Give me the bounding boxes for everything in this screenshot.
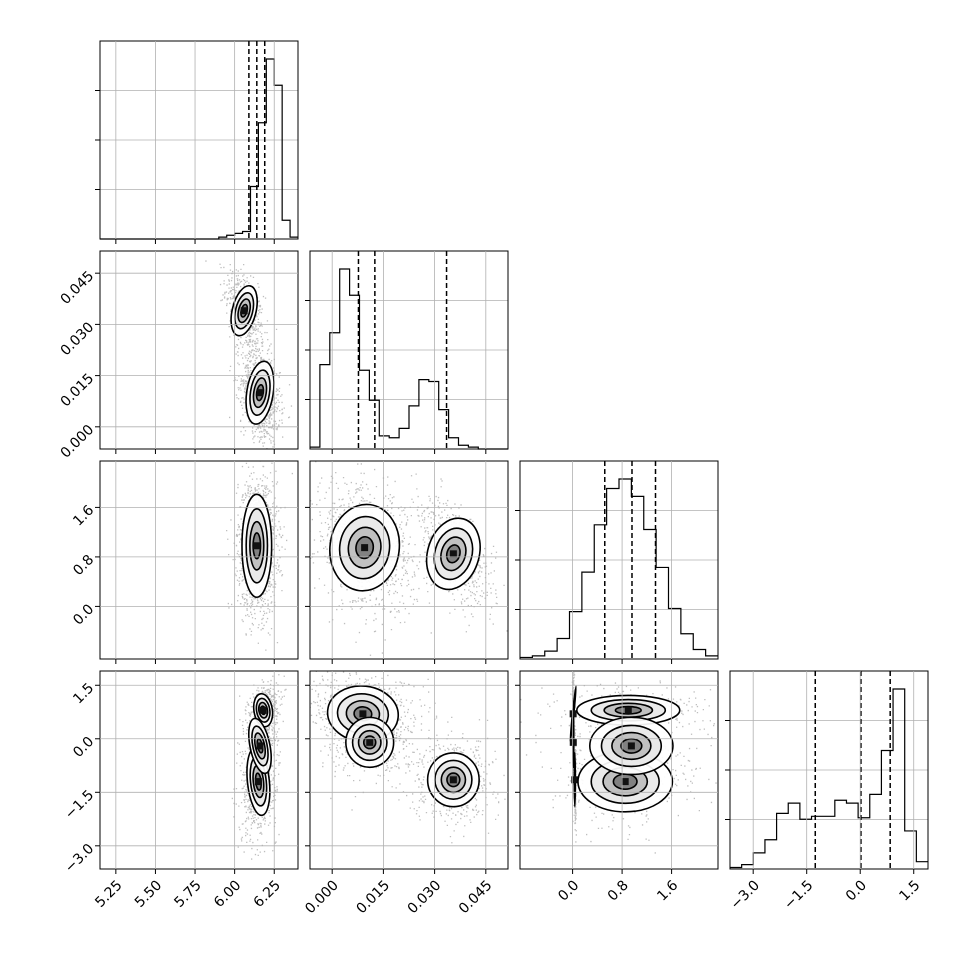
histogram-panel-1 — [305, 251, 508, 449]
y-tick-label: 1.6 — [70, 502, 97, 529]
x-tick-label: 0.045 — [456, 877, 496, 917]
scatter-points — [232, 674, 287, 860]
y-tick-label: 0.0 — [70, 734, 97, 761]
density-peak — [450, 776, 457, 783]
x-tick-label: 0.000 — [302, 877, 342, 917]
histogram-panel-3 — [725, 671, 928, 869]
scatter-panel-1-0 — [100, 251, 298, 475]
scatter-points — [226, 448, 293, 650]
density-peak — [570, 710, 577, 717]
histogram-panel-2 — [515, 461, 718, 659]
density-peak — [255, 778, 262, 785]
x-tick-label: −3.0 — [728, 877, 763, 912]
density-peak — [256, 389, 263, 396]
histogram-panel-0 — [95, 41, 298, 239]
density-peak — [359, 710, 366, 717]
scatter-points — [205, 260, 292, 475]
y-tick-label: −3.0 — [62, 841, 97, 876]
y-tick-label: 1.5 — [70, 680, 97, 707]
density-peak — [625, 707, 632, 714]
x-tick-label: 5.75 — [171, 877, 204, 910]
density-peak — [366, 739, 373, 746]
x-tick-label: 6.25 — [251, 877, 284, 910]
x-tick-label: 1.6 — [654, 877, 681, 904]
histogram-bar-3 — [730, 689, 928, 868]
x-tick-label: 5.50 — [132, 877, 165, 910]
density-peak — [260, 707, 267, 714]
x-tick-label: 5.25 — [92, 877, 125, 910]
x-tick-label: 0.015 — [353, 877, 393, 917]
scatter-points — [515, 651, 764, 854]
density-peak — [450, 550, 457, 557]
density-peak — [253, 542, 260, 549]
scatter-panel-2-0 — [100, 448, 298, 659]
density-peak — [622, 778, 629, 785]
x-tick-label: 1.5 — [896, 877, 923, 904]
scatter-points — [281, 632, 524, 844]
y-tick-label: 0.030 — [58, 319, 98, 359]
y-tick-label: 0.000 — [58, 422, 98, 462]
density-peak — [570, 739, 577, 746]
scatter-panel-3-2 — [515, 651, 764, 869]
y-tick-label: 0.0 — [70, 601, 97, 628]
scatter-panel-3-0 — [100, 671, 298, 869]
scatter-panel-3-1 — [281, 632, 524, 869]
x-tick-label: −1.5 — [781, 877, 816, 912]
histogram-bar-2 — [520, 479, 718, 657]
y-tick-label: −1.5 — [62, 787, 97, 822]
histogram-bar-1 — [310, 269, 508, 449]
density-peak — [361, 544, 368, 551]
x-tick-label: 6.00 — [211, 877, 244, 910]
y-tick-label: 0.015 — [58, 371, 98, 411]
density-peak — [628, 742, 635, 749]
density-peak — [256, 742, 263, 749]
x-tick-label: 0.0 — [843, 877, 870, 904]
density-peak — [241, 307, 248, 314]
x-tick-label: 0.0 — [555, 877, 582, 904]
x-tick-label: 0.030 — [405, 877, 445, 917]
x-tick-label: 0.8 — [605, 877, 632, 904]
y-tick-label: 0.8 — [70, 552, 97, 579]
histogram-bar-0 — [100, 59, 298, 239]
scatter-panel-2-1 — [273, 448, 522, 667]
y-tick-label: 0.045 — [58, 268, 98, 308]
